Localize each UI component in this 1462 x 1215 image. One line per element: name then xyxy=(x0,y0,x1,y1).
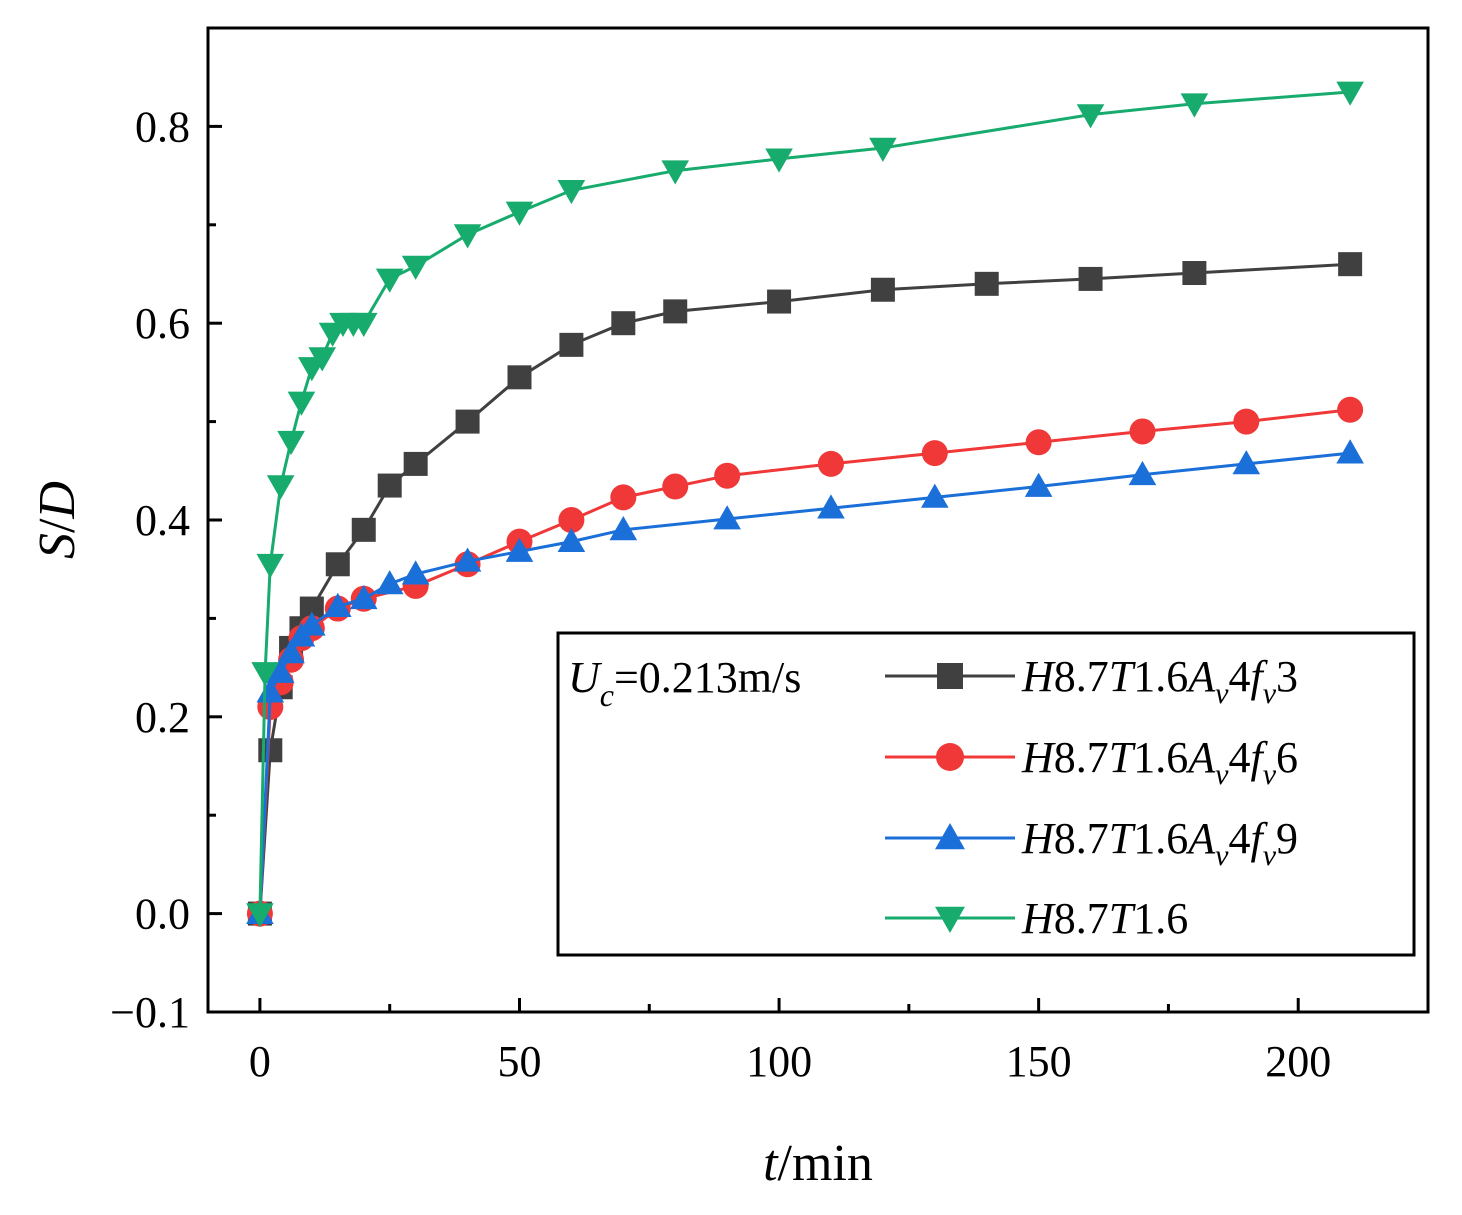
data-point xyxy=(662,473,689,500)
data-point xyxy=(349,312,378,337)
data-point xyxy=(375,268,404,293)
x-tick-label: 150 xyxy=(1006,1037,1072,1086)
y-axis-title: S/D xyxy=(29,481,86,559)
data-point xyxy=(266,475,295,500)
data-point xyxy=(403,451,428,476)
data-point xyxy=(246,903,274,928)
data-point xyxy=(308,347,337,372)
legend-marker xyxy=(936,743,964,771)
data-point xyxy=(817,450,844,477)
data-point xyxy=(559,332,584,357)
legend-label: H8.7T1.6Av4fv6 xyxy=(1021,733,1298,791)
legend-marker xyxy=(935,906,965,933)
legend-box xyxy=(556,631,1416,957)
x-tick-label: 50 xyxy=(497,1037,541,1086)
data-point xyxy=(453,224,482,249)
legend-label: H8.7T1.6 xyxy=(1021,894,1188,943)
data-point xyxy=(713,505,741,530)
data-point xyxy=(1338,252,1363,277)
data-point xyxy=(455,409,480,434)
legend-entry: H8.7T1.6 xyxy=(885,894,1188,943)
data-point xyxy=(611,311,636,336)
data-point xyxy=(323,592,352,617)
data-point xyxy=(256,553,285,579)
data-point xyxy=(1232,450,1261,475)
data-point xyxy=(869,137,897,162)
x-tick-label: 200 xyxy=(1265,1037,1331,1086)
y-tick-label: 0.6 xyxy=(135,299,190,348)
data-point xyxy=(870,277,895,302)
legend-annotation: Uc=0.213m/s xyxy=(568,653,801,713)
data-point xyxy=(1128,460,1157,486)
data-point xyxy=(505,201,534,226)
data-point xyxy=(377,473,402,498)
data-point xyxy=(714,462,741,489)
data-point xyxy=(1233,408,1260,435)
x-tick-label: 100 xyxy=(746,1037,812,1086)
data-point xyxy=(974,271,999,296)
x-axis-title: t/min xyxy=(763,1135,873,1192)
data-point xyxy=(1129,418,1156,445)
data-point xyxy=(287,391,316,416)
y-tick-label: −0.1 xyxy=(110,988,190,1037)
data-point xyxy=(1180,93,1209,118)
legend-entry: H8.7T1.6Av4fv3 xyxy=(885,652,1298,710)
data-point xyxy=(921,440,948,467)
data-point xyxy=(1337,396,1364,423)
data-point xyxy=(610,484,637,511)
data-point xyxy=(1024,472,1053,497)
legend-label: H8.7T1.6Av4fv3 xyxy=(1021,652,1298,710)
legend-entry: H8.7T1.6Av4fv6 xyxy=(885,733,1298,791)
data-point xyxy=(558,507,585,533)
data-point xyxy=(557,527,586,552)
data-point xyxy=(251,662,279,687)
y-tick-label: 0.2 xyxy=(135,693,190,742)
data-point xyxy=(505,537,534,562)
data-point xyxy=(325,552,350,577)
data-point xyxy=(1336,81,1364,106)
axis-ticks: 0 50 100 150 200 −0.1 0.0 0.2 0.4 0.6 0.8 xyxy=(110,102,1331,1086)
data-point xyxy=(765,148,793,173)
legend-entry: H8.7T1.6Av4fv9 xyxy=(885,814,1298,872)
legend-label: H8.7T1.6Av4fv9 xyxy=(1021,814,1298,872)
data-point xyxy=(767,289,792,314)
data-point xyxy=(507,365,532,390)
data-point xyxy=(557,180,586,205)
data-point xyxy=(401,560,430,585)
legend-marker xyxy=(935,823,965,850)
x-tick-label: 0 xyxy=(249,1037,271,1086)
data-point xyxy=(349,584,378,610)
data-point xyxy=(298,611,326,636)
data-point xyxy=(663,299,688,324)
y-tick-label: 0.0 xyxy=(135,890,190,939)
data-point xyxy=(351,517,376,542)
y-tick-label: 0.4 xyxy=(135,496,190,545)
data-point xyxy=(375,570,404,595)
series-3 xyxy=(246,81,1364,928)
series-2 xyxy=(246,439,1364,924)
legend: Uc=0.213m/s H8.7T1.6Av4fv3 H8.7T1.6Av4fv6… xyxy=(556,631,1416,957)
data-point xyxy=(453,547,482,572)
data-point xyxy=(609,516,638,541)
series-layer xyxy=(246,81,1364,928)
data-point xyxy=(401,255,430,280)
data-point xyxy=(1336,439,1364,464)
data-point xyxy=(817,494,845,519)
data-point xyxy=(661,160,690,185)
legend-marker xyxy=(937,663,963,689)
data-point xyxy=(1078,266,1103,291)
data-point xyxy=(266,658,295,683)
data-point xyxy=(277,430,305,456)
data-point xyxy=(1076,104,1105,129)
data-point xyxy=(1025,429,1052,456)
data-point xyxy=(277,639,305,664)
data-point xyxy=(1182,261,1207,286)
y-tick-label: 0.8 xyxy=(135,102,190,151)
data-point xyxy=(921,483,949,508)
